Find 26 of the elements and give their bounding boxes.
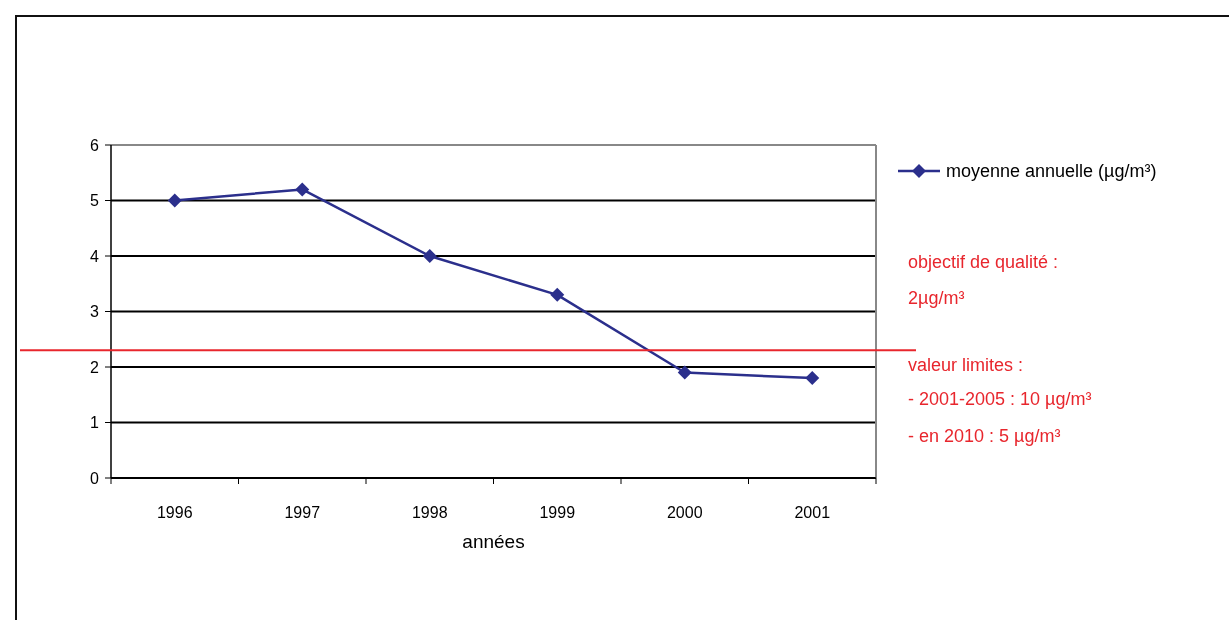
y-tick-label: 4: [90, 247, 100, 265]
y-tick-label: 6: [90, 136, 100, 154]
y-tick-label: 3: [90, 303, 100, 321]
text: objectif de qualité :: [908, 252, 1059, 273]
text: - en 2010 : 5 µg/m³: [908, 426, 1061, 447]
text: valeur limites :: [908, 355, 1024, 376]
x-tick-label: 2000: [666, 504, 703, 521]
x-tick-label: 2001: [794, 504, 831, 521]
x-tick-label: 1998: [411, 504, 448, 521]
y-tick-label: 1: [90, 414, 100, 432]
legend-label: moyenne annuelle (µg/m³): [946, 161, 1157, 182]
x-tick-label: 1996: [156, 504, 193, 521]
point: [167, 193, 182, 208]
point: [677, 365, 692, 380]
x-tick-label: 1999: [539, 504, 576, 521]
y-tick-label: 2: [90, 358, 100, 376]
point: [550, 287, 565, 302]
point: [422, 249, 437, 263]
point: [295, 182, 310, 197]
x-tick-label: 1997: [284, 504, 321, 521]
y-tick-label: 0: [90, 469, 100, 487]
text: - 2001-2005 : 10 µg/m³: [908, 389, 1092, 410]
text: 2µg/m³: [908, 288, 965, 309]
y-tick-label: 5: [90, 192, 100, 210]
x-axis-title: années: [462, 531, 525, 552]
point: [805, 371, 820, 386]
